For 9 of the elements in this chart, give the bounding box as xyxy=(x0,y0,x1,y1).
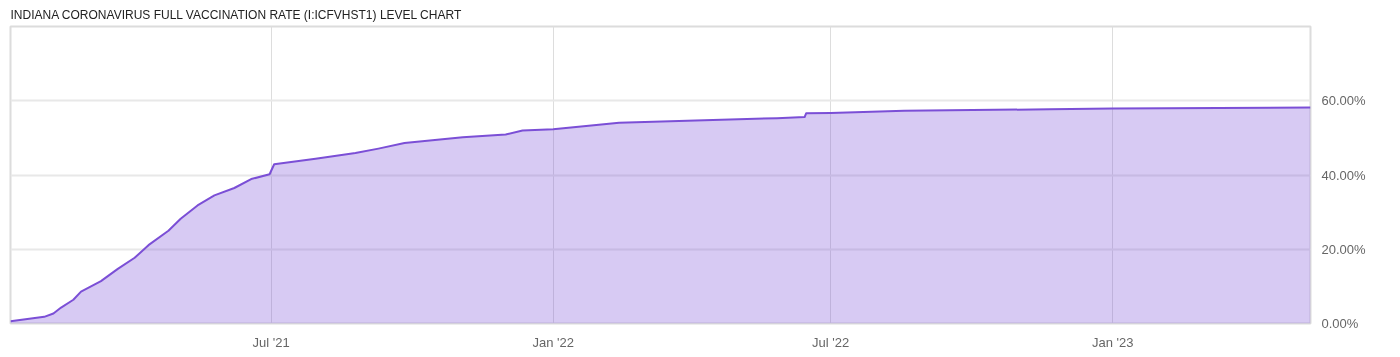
chart-title: INDIANA CORONAVIRUS FULL VACCINATION RATE (I:ICFVHST1) LEVEL CHART xyxy=(10,7,462,22)
y-tick-label: 0.00% xyxy=(1321,316,1359,331)
x-tick-label: Jul '21 xyxy=(252,334,290,350)
y-tick-label: 20.00% xyxy=(1321,241,1367,257)
y-tick-label: 60.00% xyxy=(1321,93,1367,109)
x-tick-label: Jan '23 xyxy=(1091,334,1134,350)
x-tick-label: Jul '22 xyxy=(812,334,850,350)
y-tick-label: 40.00% xyxy=(1321,167,1367,183)
x-tick-label: Jan '22 xyxy=(532,334,574,350)
